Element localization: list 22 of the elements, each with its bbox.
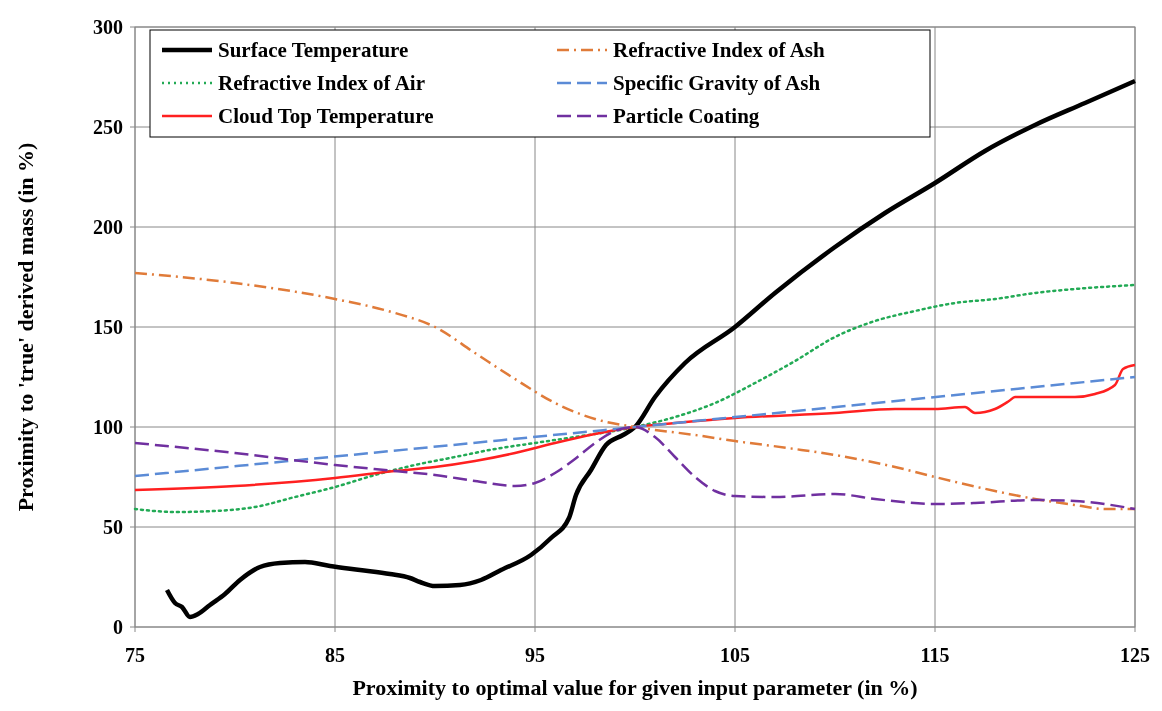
legend-label: Surface Temperature — [218, 38, 409, 62]
x-tick-label: 105 — [720, 644, 750, 666]
legend-label: Refractive Index of Air — [218, 71, 426, 95]
x-tick-label: 115 — [920, 644, 950, 666]
legend-label: Particle Coating — [613, 104, 760, 128]
y-tick-label: 200 — [93, 216, 123, 238]
line-series — [133, 425, 1137, 511]
y-tick-label: 300 — [93, 16, 123, 38]
legend-label: Cloud Top Temperature — [218, 104, 434, 128]
x-tick-label: 95 — [525, 644, 545, 666]
x-tick-label: 125 — [1120, 644, 1150, 666]
y-tick-label: 50 — [103, 516, 123, 538]
y-axis-title: Proximity to 'true' derived mass (in %) — [13, 142, 38, 512]
x-tick-label: 85 — [325, 644, 345, 666]
y-tick-label: 0 — [113, 616, 123, 638]
legend-label: Refractive Index of Ash — [613, 38, 826, 62]
y-tick-label: 250 — [93, 116, 123, 138]
x-axis-title: Proximity to optimal value for given input parameter (in %) — [352, 675, 918, 700]
y-tick-label: 100 — [93, 416, 123, 438]
legend-label: Specific Gravity of Ash — [613, 71, 821, 95]
x-tick-label: 75 — [125, 644, 145, 666]
y-tick-label: 150 — [93, 316, 123, 338]
